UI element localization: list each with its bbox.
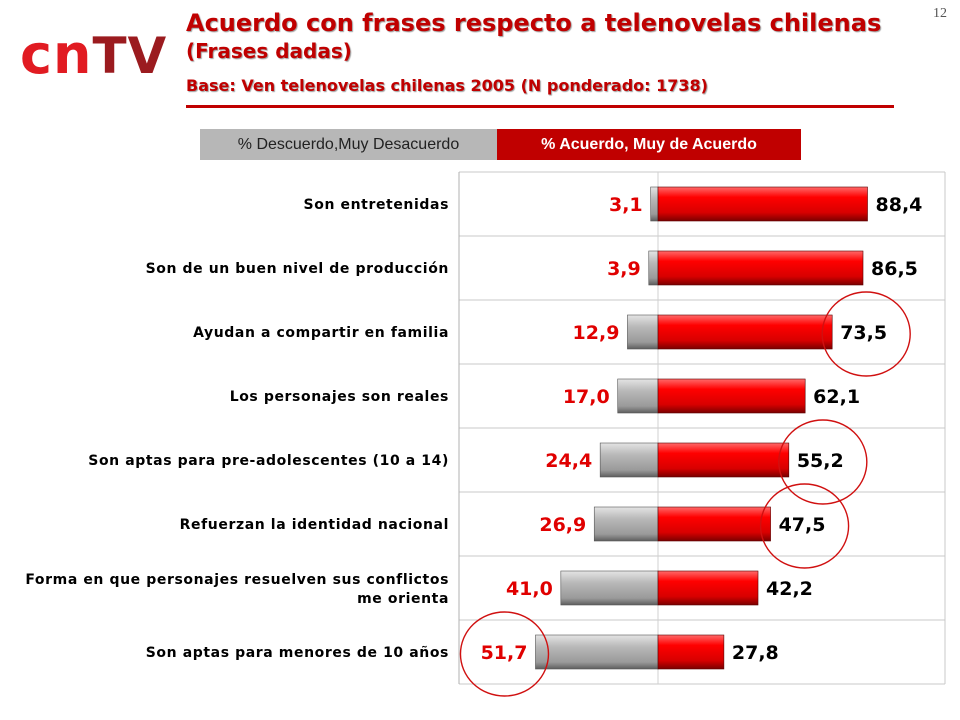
agree-value-label: 47,5 [779, 514, 826, 536]
disagree-value-label: 12,9 [573, 322, 620, 344]
labels-layer: Son entretenidas 3,1 88,4 Son de un buen ni… [25, 194, 922, 664]
title-underline [186, 105, 894, 108]
disagree-value-label: 51,7 [481, 642, 528, 664]
page-subtitle: (Frases dadas) [186, 39, 352, 63]
sample-base-note: Base: Ven telenovelas chilenas 2005 (N p… [186, 76, 708, 95]
agree-value-label: 88,4 [876, 194, 923, 216]
agree-bar [657, 506, 771, 542]
disagree-value-label: 17,0 [563, 386, 610, 408]
disagree-bar [650, 186, 659, 222]
agree-bar [657, 250, 864, 286]
disagree-bar [627, 314, 659, 350]
disagree-bar [535, 634, 659, 670]
logo-tv: TV [92, 27, 168, 85]
highlight-circle [759, 483, 850, 569]
agree-bar [657, 186, 868, 222]
disagree-value-label: 3,9 [607, 258, 641, 280]
disagree-bar [599, 442, 659, 478]
page-title: Acuerdo con frases respecto a telenovela… [186, 9, 882, 37]
disagree-bar [560, 570, 659, 606]
highlight-circle [778, 419, 868, 505]
agree-bar [657, 570, 759, 606]
grid-layer [458, 171, 946, 685]
disagree-bar [617, 378, 659, 414]
disagree-bar [593, 506, 659, 542]
highlight-circle [821, 291, 911, 377]
disagree-value-label: 41,0 [506, 578, 553, 600]
highlight-circle [459, 611, 550, 697]
category-label: Forma en que personajes resuelven sus co… [25, 572, 449, 607]
category-label: Los personajes son reales [230, 389, 449, 405]
disagree-value-label: 26,9 [539, 514, 586, 536]
agree-bar [657, 442, 790, 478]
legend-disagree: % Descuerdo,Muy Desacuerdo [200, 129, 497, 160]
agree-bar [657, 314, 833, 350]
agree-bar [657, 634, 725, 670]
logo-cn: cn [20, 23, 93, 86]
category-label: Ayudan a compartir en familia [193, 325, 449, 341]
agree-bar [657, 378, 806, 414]
disagree-bar [648, 250, 659, 286]
category-label: Son aptas para menores de 10 años [146, 645, 449, 661]
agree-value-label: 73,5 [840, 322, 887, 344]
agree-value-label: 86,5 [871, 258, 918, 280]
page-number: 12 [933, 6, 947, 21]
disagree-value-label: 3,1 [609, 194, 643, 216]
cntv-logo: cnTV [20, 27, 168, 85]
disagree-value-label: 24,4 [545, 450, 592, 472]
agree-value-label: 62,1 [813, 386, 860, 408]
highlight-circles-layer [459, 291, 911, 697]
bars-layer [535, 186, 868, 670]
agree-value-label: 27,8 [732, 642, 779, 664]
legend-agree: % Acuerdo, Muy de Acuerdo [497, 129, 801, 160]
category-label: Refuerzan la identidad nacional [180, 517, 449, 533]
agree-value-label: 55,2 [797, 450, 844, 472]
category-label: Son entretenidas [304, 197, 449, 213]
category-label: Son aptas para pre-adolescentes (10 a 14… [88, 453, 449, 469]
agree-value-label: 42,2 [766, 578, 813, 600]
category-label: Son de un buen nivel de producción [146, 261, 449, 277]
